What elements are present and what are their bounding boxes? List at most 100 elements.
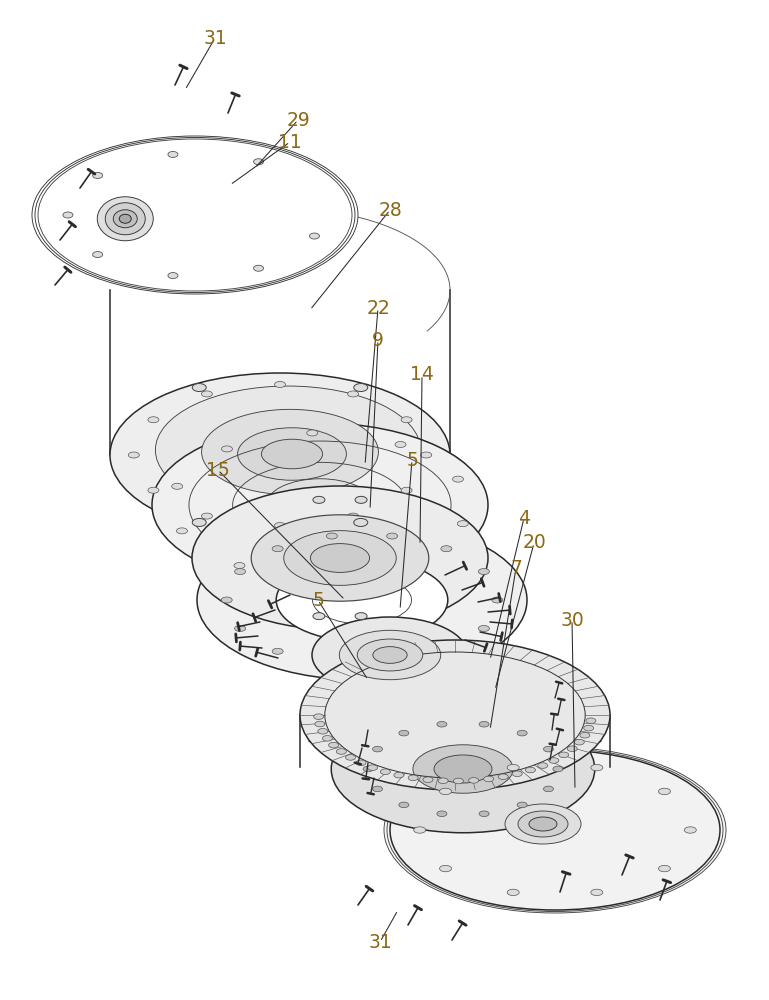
Ellipse shape xyxy=(441,648,452,654)
Ellipse shape xyxy=(684,827,696,833)
Ellipse shape xyxy=(311,544,370,572)
Ellipse shape xyxy=(437,721,447,727)
Ellipse shape xyxy=(394,772,404,778)
Ellipse shape xyxy=(235,569,245,575)
Ellipse shape xyxy=(197,520,527,680)
Ellipse shape xyxy=(484,776,494,782)
Ellipse shape xyxy=(354,518,368,526)
Ellipse shape xyxy=(251,515,429,601)
Ellipse shape xyxy=(492,597,503,603)
Ellipse shape xyxy=(128,452,139,458)
Ellipse shape xyxy=(201,391,212,397)
Ellipse shape xyxy=(580,732,590,738)
Text: 22: 22 xyxy=(366,298,390,318)
Ellipse shape xyxy=(559,752,569,758)
Ellipse shape xyxy=(221,597,232,603)
Ellipse shape xyxy=(322,736,332,741)
Ellipse shape xyxy=(358,639,423,671)
Text: 31: 31 xyxy=(368,932,392,952)
Ellipse shape xyxy=(275,381,285,387)
Ellipse shape xyxy=(399,802,409,808)
Ellipse shape xyxy=(529,817,557,831)
Ellipse shape xyxy=(401,487,412,493)
Ellipse shape xyxy=(345,755,355,760)
Ellipse shape xyxy=(331,705,594,833)
Ellipse shape xyxy=(336,749,346,754)
Ellipse shape xyxy=(591,889,603,896)
Ellipse shape xyxy=(148,417,159,423)
Ellipse shape xyxy=(544,786,554,792)
Ellipse shape xyxy=(152,423,488,587)
Ellipse shape xyxy=(399,730,409,736)
Ellipse shape xyxy=(254,265,264,271)
Ellipse shape xyxy=(355,496,367,503)
Ellipse shape xyxy=(254,159,264,165)
Ellipse shape xyxy=(498,774,508,780)
Ellipse shape xyxy=(586,718,596,724)
Ellipse shape xyxy=(517,802,527,808)
Ellipse shape xyxy=(574,739,584,745)
Ellipse shape xyxy=(148,487,159,493)
Ellipse shape xyxy=(413,745,513,793)
Ellipse shape xyxy=(387,533,398,539)
Ellipse shape xyxy=(234,563,245,569)
Ellipse shape xyxy=(113,210,137,228)
Ellipse shape xyxy=(434,755,492,783)
Ellipse shape xyxy=(517,730,527,736)
Ellipse shape xyxy=(421,452,431,458)
Ellipse shape xyxy=(356,760,366,766)
Ellipse shape xyxy=(309,233,319,239)
Ellipse shape xyxy=(440,788,451,795)
Ellipse shape xyxy=(201,409,378,495)
Text: 15: 15 xyxy=(206,460,230,480)
Ellipse shape xyxy=(155,386,421,514)
Ellipse shape xyxy=(390,750,720,910)
Text: 20: 20 xyxy=(522,534,546,552)
Ellipse shape xyxy=(408,558,418,564)
Ellipse shape xyxy=(32,136,358,294)
Ellipse shape xyxy=(437,811,447,817)
Ellipse shape xyxy=(315,721,325,727)
Ellipse shape xyxy=(384,747,726,913)
Ellipse shape xyxy=(553,766,563,772)
Text: 7: 7 xyxy=(510,558,522,578)
Ellipse shape xyxy=(505,804,581,844)
Ellipse shape xyxy=(414,827,426,833)
Ellipse shape xyxy=(401,417,412,423)
Ellipse shape xyxy=(658,865,671,872)
Ellipse shape xyxy=(372,786,382,792)
Ellipse shape xyxy=(387,661,398,667)
Ellipse shape xyxy=(348,513,358,519)
Ellipse shape xyxy=(452,476,464,482)
Ellipse shape xyxy=(272,648,283,654)
Ellipse shape xyxy=(201,513,212,519)
Ellipse shape xyxy=(544,746,554,752)
Text: 11: 11 xyxy=(278,132,302,151)
Ellipse shape xyxy=(35,137,355,292)
Ellipse shape xyxy=(479,721,489,727)
Ellipse shape xyxy=(221,446,232,452)
Ellipse shape xyxy=(276,558,448,642)
Ellipse shape xyxy=(478,625,489,631)
Ellipse shape xyxy=(368,765,378,770)
Ellipse shape xyxy=(63,212,73,218)
Ellipse shape xyxy=(92,252,102,258)
Ellipse shape xyxy=(479,811,489,817)
Text: 14: 14 xyxy=(410,365,434,384)
Ellipse shape xyxy=(423,777,433,782)
Ellipse shape xyxy=(313,496,325,503)
Ellipse shape xyxy=(105,203,145,235)
Ellipse shape xyxy=(372,746,382,752)
Ellipse shape xyxy=(300,640,610,790)
Ellipse shape xyxy=(171,483,183,489)
Ellipse shape xyxy=(348,391,358,397)
Text: 5: 5 xyxy=(312,590,324,609)
Ellipse shape xyxy=(549,758,559,763)
Ellipse shape xyxy=(454,778,464,784)
Ellipse shape xyxy=(395,441,406,447)
Ellipse shape xyxy=(568,746,578,752)
Ellipse shape xyxy=(261,439,323,469)
Ellipse shape xyxy=(272,546,283,552)
Text: 5: 5 xyxy=(406,450,418,470)
Text: 29: 29 xyxy=(286,110,310,129)
